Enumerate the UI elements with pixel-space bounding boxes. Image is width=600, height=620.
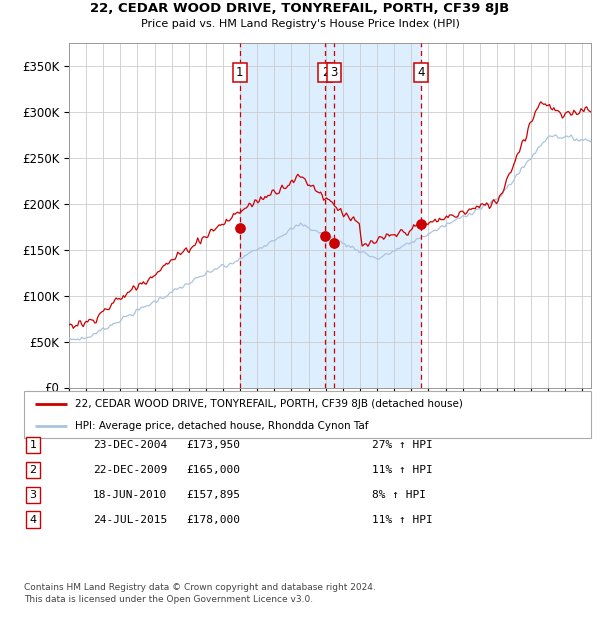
Text: 2: 2 <box>29 465 37 475</box>
Text: 3: 3 <box>29 490 37 500</box>
Text: 4: 4 <box>417 66 425 79</box>
Text: £157,895: £157,895 <box>186 490 240 500</box>
Point <box>235 223 245 233</box>
Text: 22, CEDAR WOOD DRIVE, TONYREFAIL, PORTH, CF39 8JB (detached house): 22, CEDAR WOOD DRIVE, TONYREFAIL, PORTH,… <box>75 399 463 409</box>
Text: 22, CEDAR WOOD DRIVE, TONYREFAIL, PORTH, CF39 8JB: 22, CEDAR WOOD DRIVE, TONYREFAIL, PORTH,… <box>91 2 509 15</box>
Text: 22-DEC-2009: 22-DEC-2009 <box>93 465 167 475</box>
Text: 27% ↑ HPI: 27% ↑ HPI <box>372 440 433 450</box>
Point <box>320 231 330 241</box>
Text: 11% ↑ HPI: 11% ↑ HPI <box>372 515 433 525</box>
Text: £173,950: £173,950 <box>186 440 240 450</box>
Text: 2: 2 <box>322 66 329 79</box>
Text: 24-JUL-2015: 24-JUL-2015 <box>93 515 167 525</box>
Point <box>416 219 425 229</box>
Text: Price paid vs. HM Land Registry's House Price Index (HPI): Price paid vs. HM Land Registry's House … <box>140 19 460 29</box>
Text: 11% ↑ HPI: 11% ↑ HPI <box>372 465 433 475</box>
Text: 1: 1 <box>236 66 244 79</box>
Text: 23-DEC-2004: 23-DEC-2004 <box>93 440 167 450</box>
Text: 4: 4 <box>29 515 37 525</box>
Text: £165,000: £165,000 <box>186 465 240 475</box>
FancyBboxPatch shape <box>24 391 591 438</box>
Text: Contains HM Land Registry data © Crown copyright and database right 2024.
This d: Contains HM Land Registry data © Crown c… <box>24 583 376 604</box>
Point <box>329 237 338 247</box>
Text: HPI: Average price, detached house, Rhondda Cynon Taf: HPI: Average price, detached house, Rhon… <box>75 420 368 431</box>
Text: 18-JUN-2010: 18-JUN-2010 <box>93 490 167 500</box>
Text: £178,000: £178,000 <box>186 515 240 525</box>
Text: 1: 1 <box>29 440 37 450</box>
Text: 3: 3 <box>330 66 337 79</box>
Bar <box>240 43 421 388</box>
Text: 8% ↑ HPI: 8% ↑ HPI <box>372 490 426 500</box>
